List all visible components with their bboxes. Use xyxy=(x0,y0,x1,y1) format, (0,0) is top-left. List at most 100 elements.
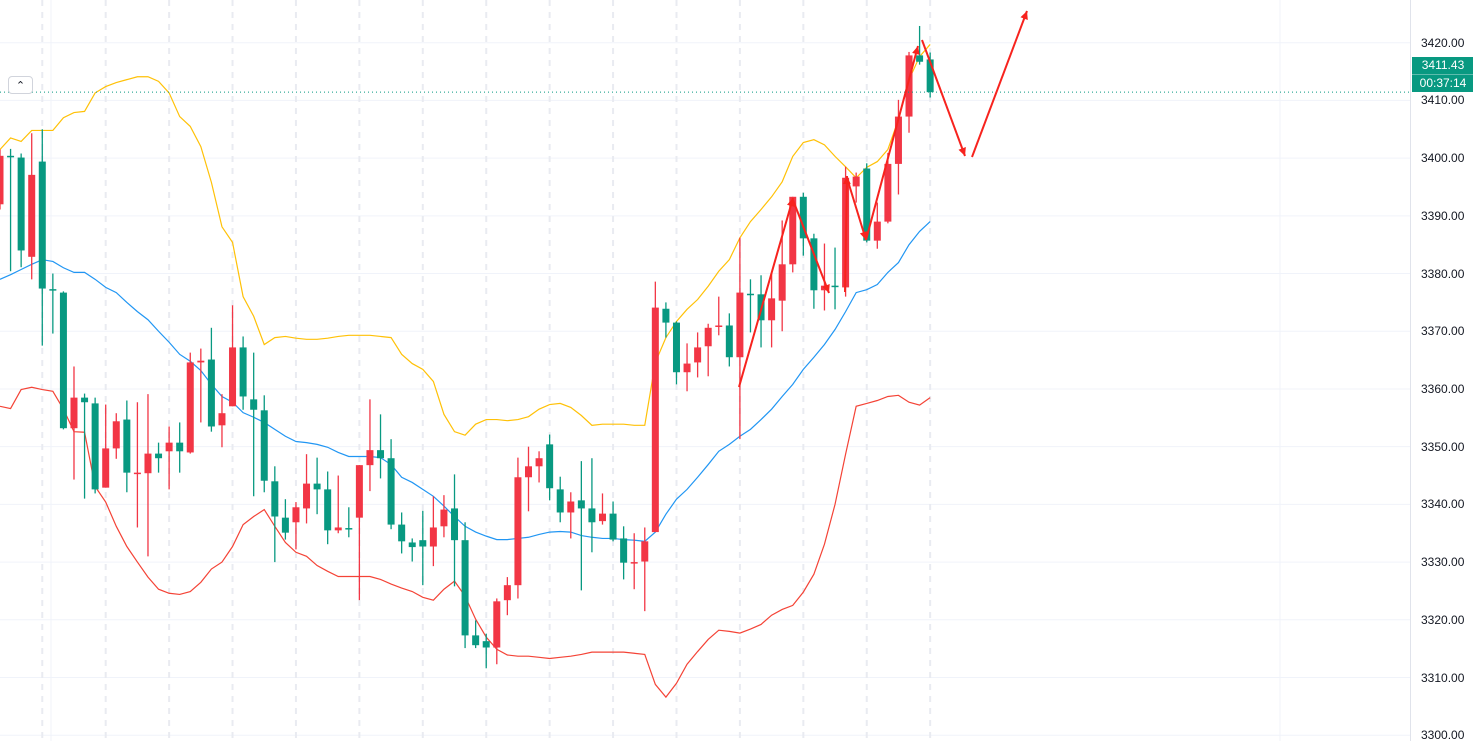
candle-body xyxy=(482,641,490,648)
candle xyxy=(746,279,754,333)
candle-body xyxy=(683,363,691,373)
arrow-drawing xyxy=(865,45,920,241)
arrow-head-icon xyxy=(912,46,920,55)
candle-body xyxy=(472,635,480,646)
candle xyxy=(70,366,78,480)
price-axis[interactable]: 3420.00 3410.00 3400.00 3390.00 3380.00 3370.… xyxy=(1410,0,1473,742)
price-tick-label: 3420.00 xyxy=(1421,35,1465,50)
candle xyxy=(218,394,226,448)
price-tick-label: 3390.00 xyxy=(1421,208,1465,223)
bollinger-middle-line xyxy=(0,221,931,542)
candle xyxy=(144,394,152,557)
candle xyxy=(112,413,120,459)
candle-body xyxy=(408,542,416,548)
candle xyxy=(292,502,300,550)
candle-body xyxy=(324,489,332,531)
candle-body xyxy=(91,403,99,490)
candle xyxy=(176,422,184,473)
candle-body xyxy=(662,308,670,323)
candle xyxy=(123,400,131,493)
candle-body xyxy=(260,410,268,481)
candle xyxy=(525,446,532,512)
arrow-head-icon xyxy=(822,284,830,293)
candle xyxy=(620,526,628,580)
candle-body xyxy=(49,289,57,291)
candle xyxy=(398,512,406,554)
arrow-line xyxy=(971,10,1028,158)
candle-body xyxy=(292,507,300,523)
bar-countdown: 00:37:14 xyxy=(1419,76,1467,91)
chevron-up-icon: ⌃ xyxy=(15,79,26,92)
candle-body xyxy=(197,360,205,363)
candle-body xyxy=(250,399,258,410)
candle-body xyxy=(598,513,606,522)
candle xyxy=(493,598,501,665)
candle xyxy=(651,281,659,533)
candle-body xyxy=(905,55,913,117)
candle xyxy=(366,399,374,492)
candle-body xyxy=(176,442,184,452)
candle-body xyxy=(440,509,448,527)
candle xyxy=(49,273,57,334)
candle xyxy=(641,527,649,612)
candle-body xyxy=(239,347,247,397)
candle xyxy=(91,397,99,494)
candle xyxy=(38,129,46,346)
candle-body xyxy=(736,292,744,358)
price-chart[interactable] xyxy=(0,0,1410,741)
arrow-line xyxy=(792,199,830,294)
candle-body xyxy=(514,477,522,586)
arrow-drawing xyxy=(971,10,1028,158)
candle xyxy=(324,471,332,545)
candle xyxy=(197,348,205,423)
arrow-head-icon xyxy=(859,231,868,240)
price-tick-label: 3400.00 xyxy=(1421,151,1465,166)
candle xyxy=(355,465,363,601)
candle-body xyxy=(81,397,89,403)
candle xyxy=(281,499,289,540)
candle xyxy=(630,533,638,590)
candle xyxy=(387,439,395,530)
candle xyxy=(577,461,585,591)
candle-body xyxy=(567,501,575,513)
candle-body xyxy=(525,466,532,478)
candle xyxy=(419,510,427,586)
candle xyxy=(715,296,723,336)
candle xyxy=(102,404,110,488)
candle-body xyxy=(7,155,15,158)
candle xyxy=(567,492,575,539)
candle xyxy=(250,352,258,497)
candle-body xyxy=(715,325,723,327)
candle xyxy=(451,474,459,587)
price-tick-label: 3300.00 xyxy=(1421,728,1465,742)
candle-body xyxy=(133,472,141,475)
candle-body xyxy=(810,238,818,291)
candle-body xyxy=(144,453,152,474)
candle xyxy=(873,202,881,249)
candle xyxy=(334,475,342,534)
current-price: 3411.43 xyxy=(1412,57,1473,76)
arrow-line xyxy=(865,45,919,241)
candle-body xyxy=(493,601,501,648)
collapse-button[interactable]: ⌃ xyxy=(8,76,33,94)
candle-body xyxy=(884,163,892,222)
candle-body xyxy=(112,421,120,449)
candle-body xyxy=(651,307,659,533)
candle-body xyxy=(398,524,406,542)
arrow-drawings[interactable] xyxy=(738,10,1028,388)
arrow-drawing xyxy=(921,39,966,157)
candle-body xyxy=(577,500,585,509)
candle-body xyxy=(461,540,469,636)
bollinger-upper-line xyxy=(0,44,931,436)
candle-body xyxy=(451,508,459,541)
candle-body xyxy=(916,55,924,62)
candle-body xyxy=(59,292,67,429)
candles xyxy=(0,25,934,669)
candle xyxy=(7,148,15,272)
candle-body xyxy=(556,489,564,513)
candle xyxy=(429,496,437,567)
candle-body xyxy=(852,176,860,187)
candle xyxy=(514,457,522,599)
candle-body xyxy=(419,540,427,547)
arrow-head-icon xyxy=(1020,11,1028,20)
